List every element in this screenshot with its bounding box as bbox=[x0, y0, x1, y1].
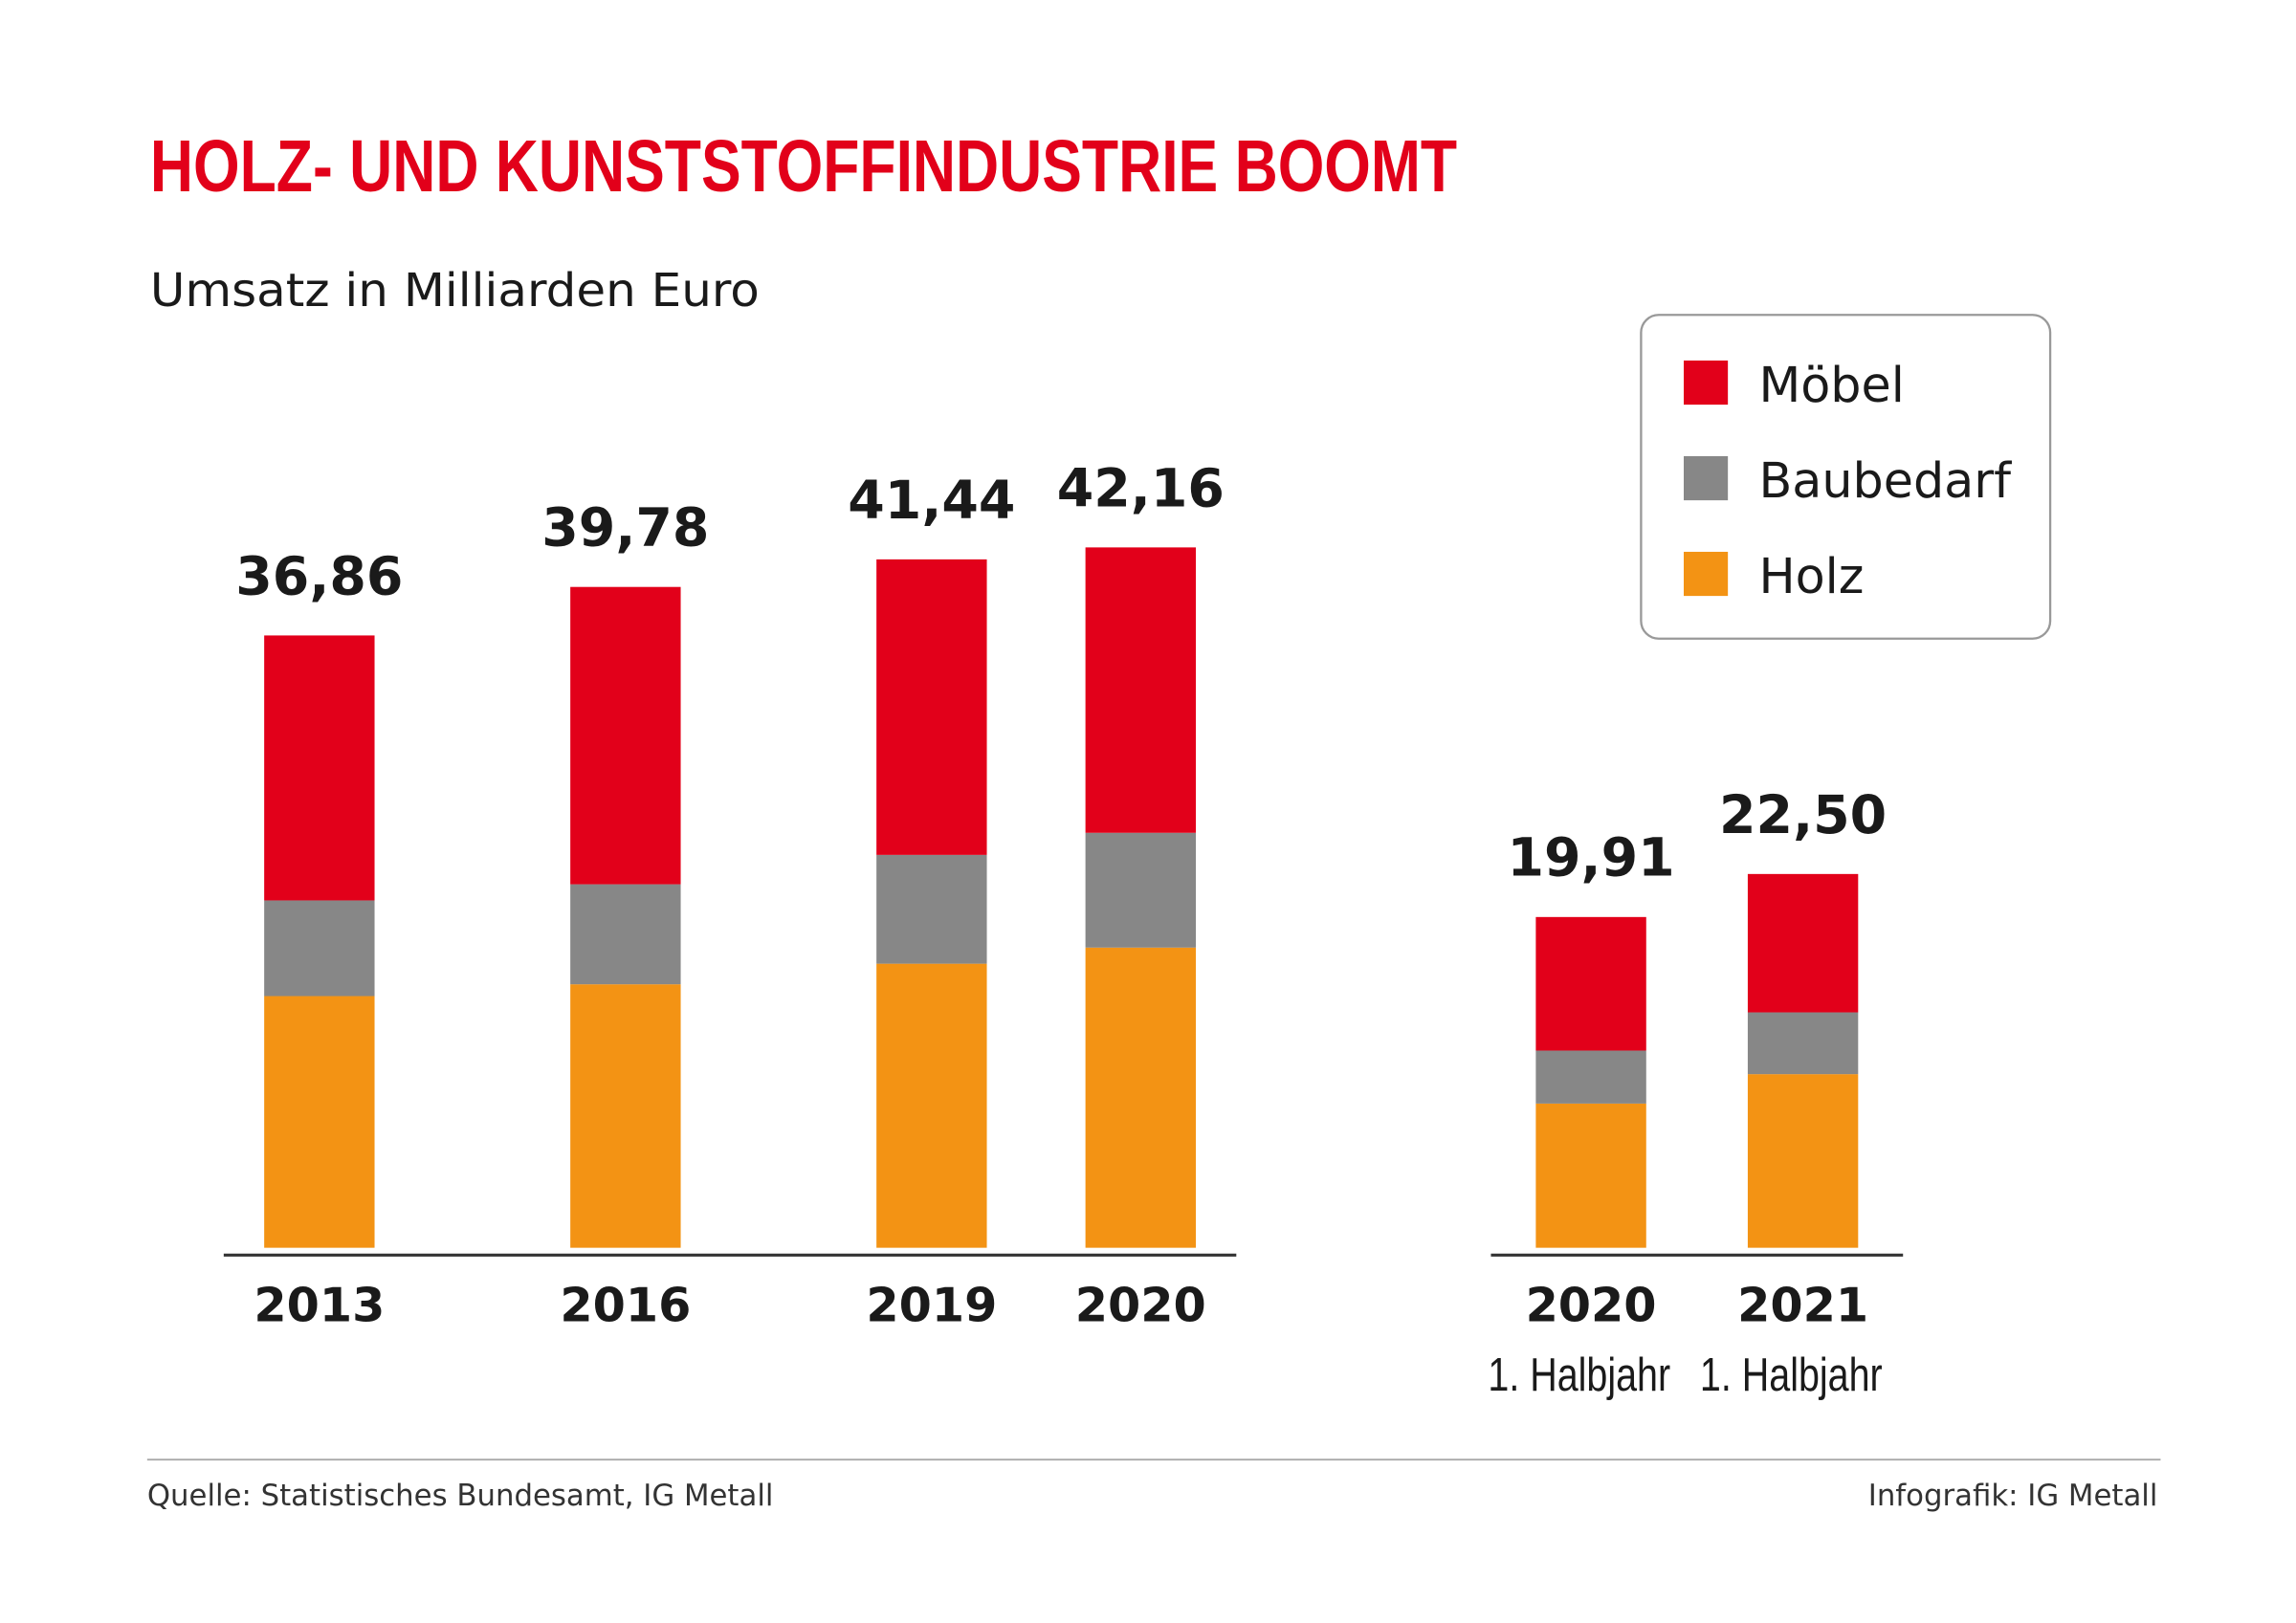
legend-swatch-0 bbox=[1684, 360, 1729, 406]
legend-label: Baubedarf bbox=[1758, 452, 2012, 509]
legend-swatch-1 bbox=[1684, 455, 1729, 501]
chart-subtitle: Umsatz in Milliarden Euro bbox=[150, 265, 760, 318]
bar-segment-baubedarf-2020 bbox=[1085, 832, 1196, 948]
bar-segment-mbel-2019 bbox=[876, 559, 987, 855]
legend-swatch-2 bbox=[1684, 551, 1729, 597]
bar-segment-mbel-2020 bbox=[1535, 916, 1646, 1051]
total-label: 22,50 bbox=[1719, 785, 1887, 846]
bar-segment-baubedarf-2019 bbox=[876, 854, 987, 964]
x-tick-label: 2019 bbox=[866, 1278, 997, 1333]
total-label: 39,78 bbox=[541, 498, 709, 559]
footer-source: Quelle: Statistisches Bundesamt, IG Meta… bbox=[147, 1479, 774, 1513]
footer-credit: Infografik: IG Metall bbox=[1868, 1479, 2158, 1513]
legend: Möbel Baubedarf Holz bbox=[1640, 314, 2052, 640]
legend-label: Möbel bbox=[1758, 357, 1904, 413]
bar-segment-mbel-2021 bbox=[1747, 873, 1859, 1013]
bar-segment-holz-2021 bbox=[1747, 1074, 1859, 1248]
total-label: 36,86 bbox=[235, 546, 403, 607]
bar-segment-mbel-2020 bbox=[1085, 547, 1196, 833]
bar-segment-baubedarf-2013 bbox=[264, 900, 375, 997]
bar-segment-holz-2013 bbox=[264, 996, 375, 1248]
bar-segment-mbel-2016 bbox=[570, 586, 681, 885]
chart-title: HOLZ- UND KUNSTSTOFFINDUSTRIE BOOMT bbox=[150, 125, 1457, 208]
bar-segment-baubedarf-2016 bbox=[570, 884, 681, 985]
bar-segment-holz-2020 bbox=[1085, 947, 1196, 1248]
x-tick-label: 2020 bbox=[1526, 1278, 1657, 1333]
bar-segment-holz-2016 bbox=[570, 984, 681, 1248]
x-tick-label: 2020 bbox=[1075, 1278, 1206, 1333]
legend-label: Holz bbox=[1758, 548, 1864, 604]
x-tick-sublabel: 1. Halbjahr bbox=[1700, 1349, 1883, 1401]
total-label: 42,16 bbox=[1057, 458, 1225, 519]
bar-segment-holz-2020 bbox=[1535, 1103, 1646, 1248]
x-tick-label: 2016 bbox=[560, 1278, 691, 1333]
bars-layer: 36,86 2013 39,78 2016 41,44 2019 42,16 2020 19,9… bbox=[235, 458, 1887, 1401]
total-label: 41,44 bbox=[848, 471, 1015, 532]
x-tick-label: 2013 bbox=[254, 1278, 385, 1333]
x-tick-sublabel: 1. Halbjahr bbox=[1488, 1349, 1670, 1401]
bar-segment-baubedarf-2020 bbox=[1535, 1050, 1646, 1104]
bar-segment-holz-2019 bbox=[876, 963, 987, 1248]
total-label: 19,91 bbox=[1507, 828, 1674, 889]
bar-segment-mbel-2013 bbox=[264, 635, 375, 901]
x-tick-label: 2021 bbox=[1737, 1278, 1868, 1333]
legend-box bbox=[1640, 314, 2052, 640]
bar-segment-baubedarf-2021 bbox=[1747, 1012, 1859, 1075]
